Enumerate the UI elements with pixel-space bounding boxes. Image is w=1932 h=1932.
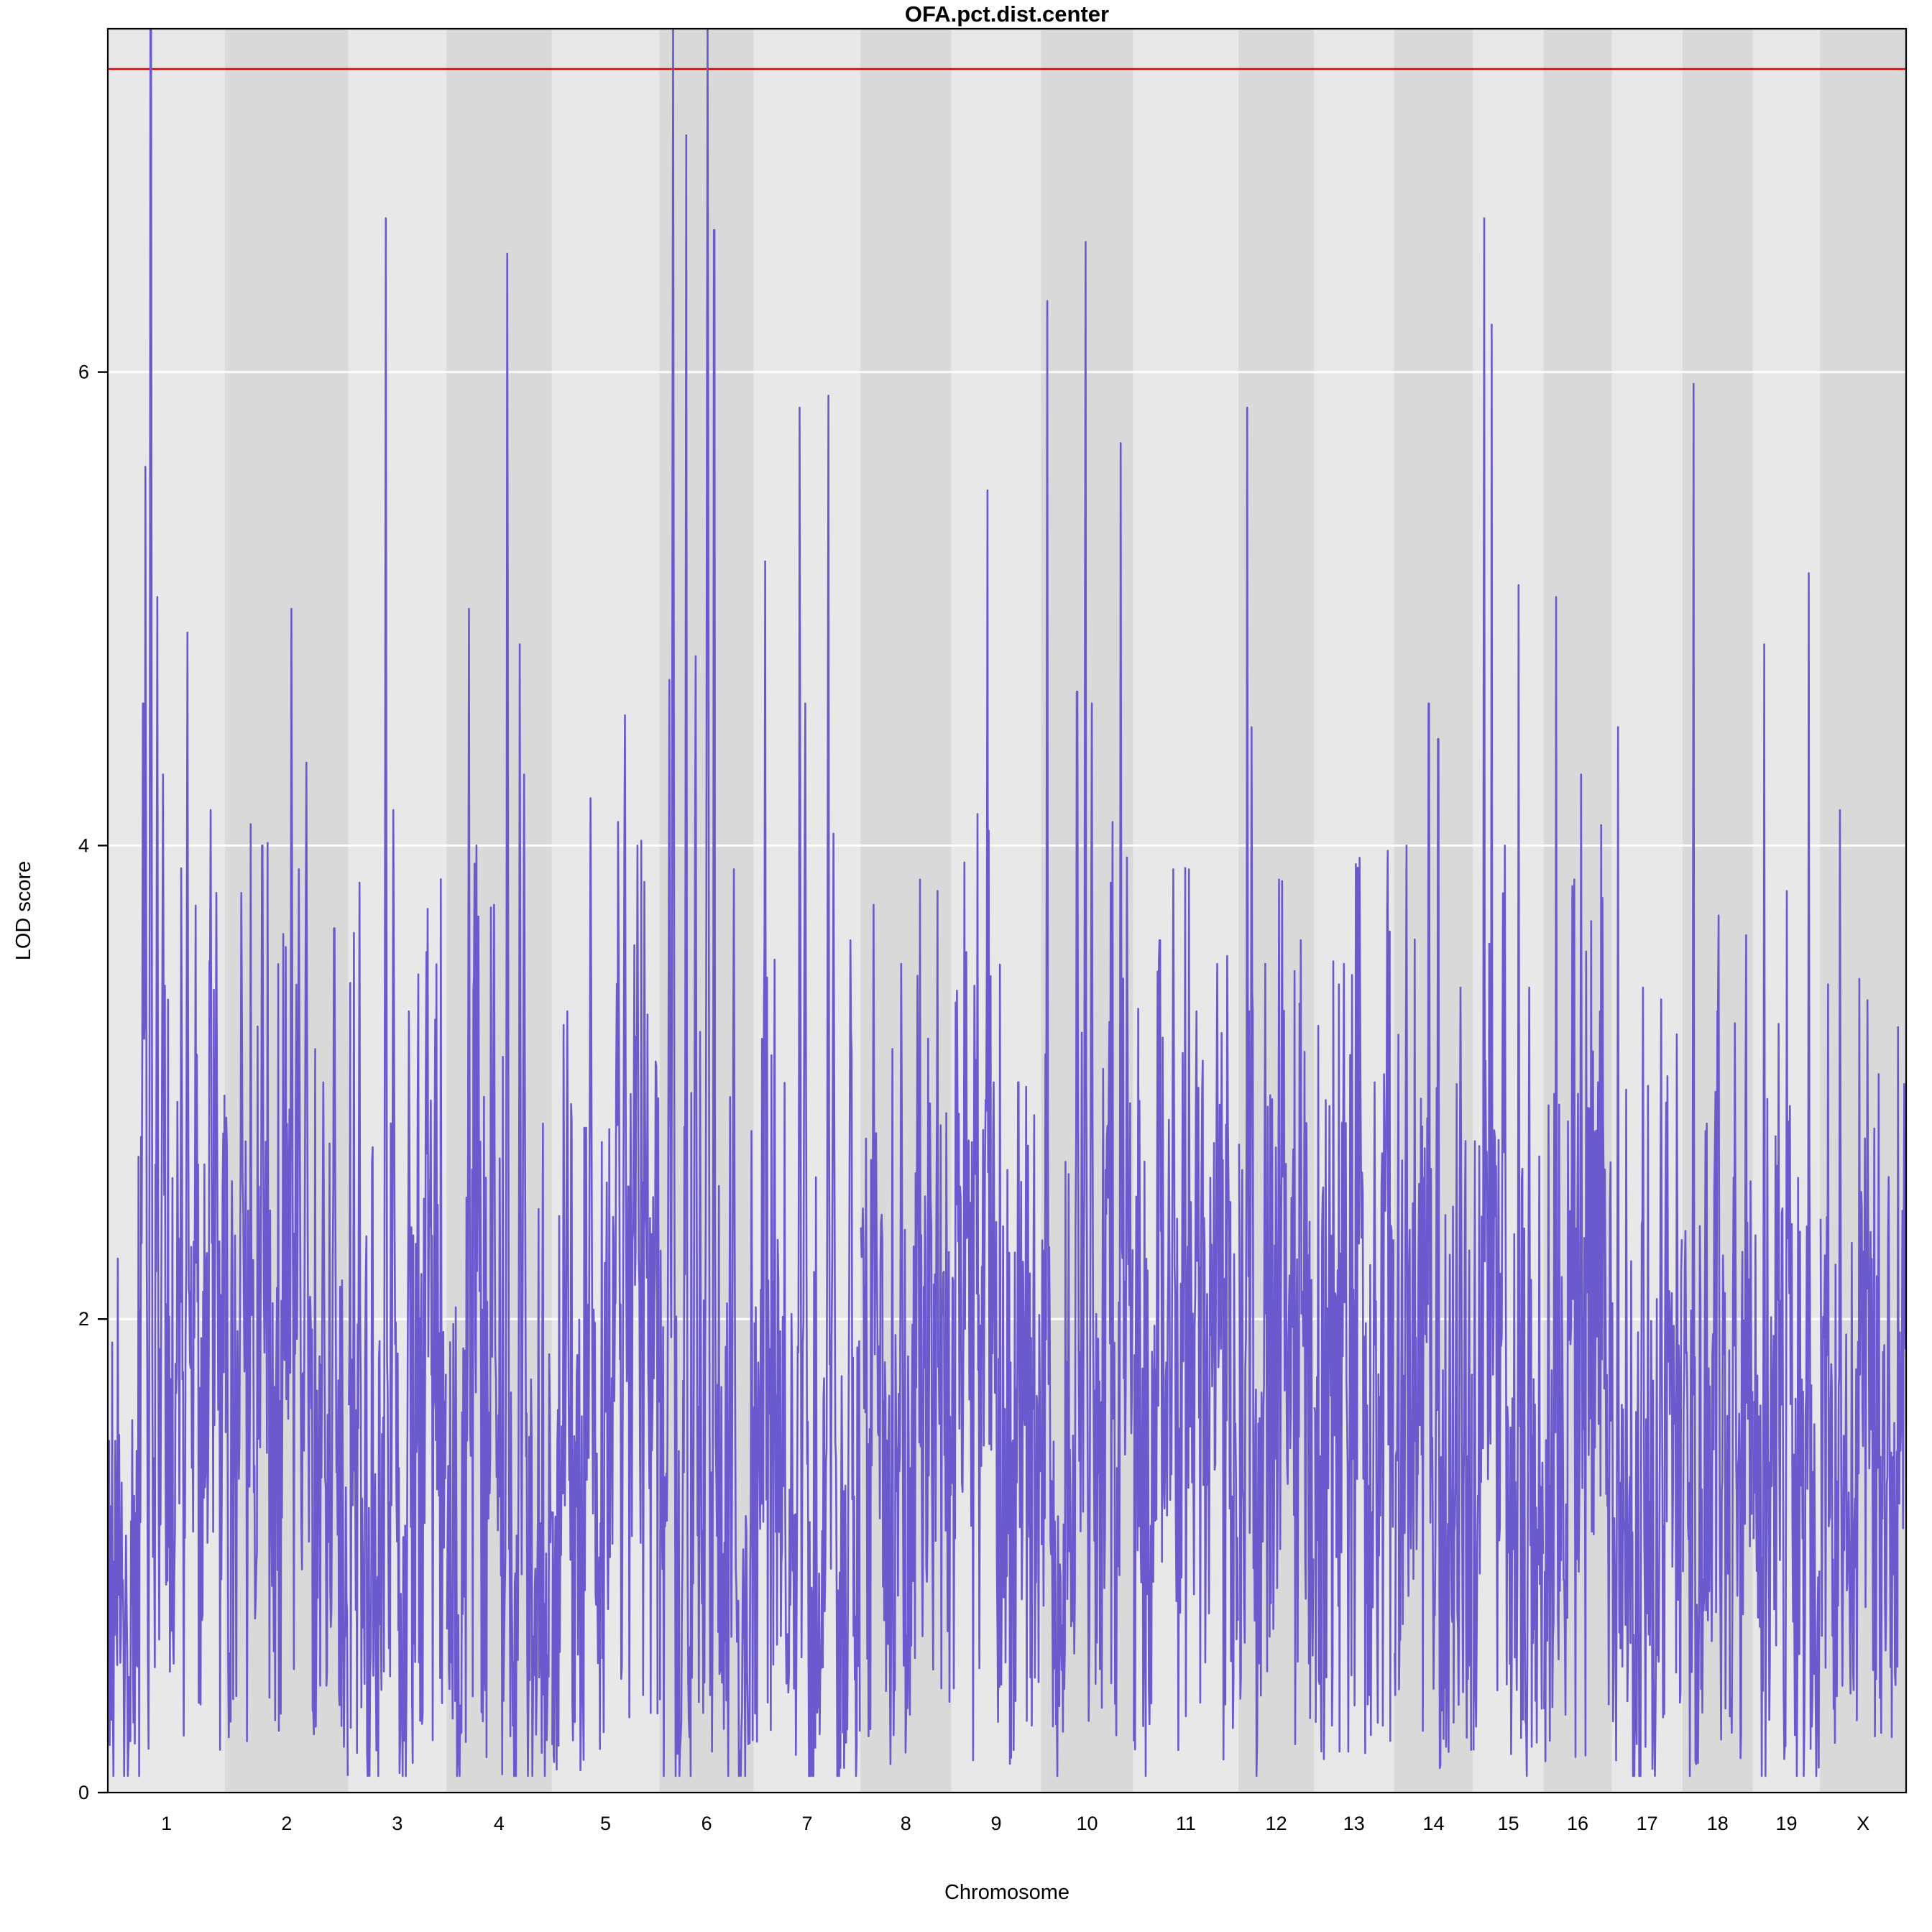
x-axis-label: Chromosome (944, 1881, 1070, 1904)
chromosome-label: 6 (702, 1813, 712, 1834)
plot-border (106, 27, 1908, 1794)
lod-trace-chr1 (107, 27, 226, 1777)
y-axis-label: LOD score (12, 861, 35, 961)
lod-trace-chr11 (1133, 867, 1239, 1777)
y-tick-label: 6 (78, 362, 89, 383)
lod-trace-chr18 (1682, 382, 1754, 1777)
lod-trace-chr10 (1041, 241, 1134, 1777)
chromosome-label: 9 (990, 1813, 1001, 1834)
chromosome-label: 4 (494, 1813, 505, 1834)
lod-trace-chr7 (753, 395, 861, 1777)
lod-trace-chr12 (1238, 406, 1315, 1777)
chart-title: OFA.pct.dist.center (905, 1, 1109, 27)
chromosome-label: 17 (1637, 1813, 1658, 1834)
chromosome-label: X (1857, 1813, 1869, 1834)
chromosome-label: 5 (600, 1813, 611, 1834)
lod-trace-chr16 (1543, 596, 1612, 1762)
y-tick-label: 4 (78, 834, 89, 856)
chromosome-label: 12 (1266, 1813, 1287, 1834)
chromosome-label: 8 (901, 1813, 911, 1834)
lod-trace-chr4 (446, 252, 553, 1777)
chromosome-label: 11 (1176, 1813, 1196, 1834)
lod-trace-chr3 (348, 217, 447, 1777)
lod-trace-chr8 (860, 878, 952, 1765)
lod-trace-chr19 (1752, 572, 1821, 1777)
chromosome-label: 7 (801, 1813, 812, 1834)
lod-trace-chr15 (1472, 217, 1545, 1777)
chromosome-label: 10 (1076, 1813, 1098, 1834)
lod-trace-chr17 (1611, 726, 1683, 1777)
chromosome-label: 13 (1343, 1813, 1365, 1834)
lod-trace-chr5 (551, 714, 660, 1772)
chromosome-label: 2 (281, 1813, 292, 1834)
chromosome-label: 18 (1707, 1813, 1729, 1834)
y-tick-label: 0 (78, 1782, 89, 1803)
chromosome-label: 3 (392, 1813, 402, 1834)
chromosome-label: 14 (1422, 1813, 1444, 1834)
chromosome-label: 19 (1775, 1813, 1797, 1834)
lod-trace-chrX (1819, 809, 1907, 1744)
lod-trace-chr9 (951, 489, 1041, 1765)
chromosome-label: 1 (161, 1813, 172, 1834)
lod-trace-chr2 (224, 607, 349, 1776)
lod-trace-chr13 (1313, 850, 1394, 1760)
chromosome-label: 15 (1497, 1813, 1519, 1834)
lod-trace-chr14 (1394, 702, 1473, 1770)
chromosome-label: 16 (1567, 1813, 1588, 1834)
lod-trace-chr6 (658, 27, 755, 1777)
y-tick-label: 2 (78, 1308, 89, 1330)
